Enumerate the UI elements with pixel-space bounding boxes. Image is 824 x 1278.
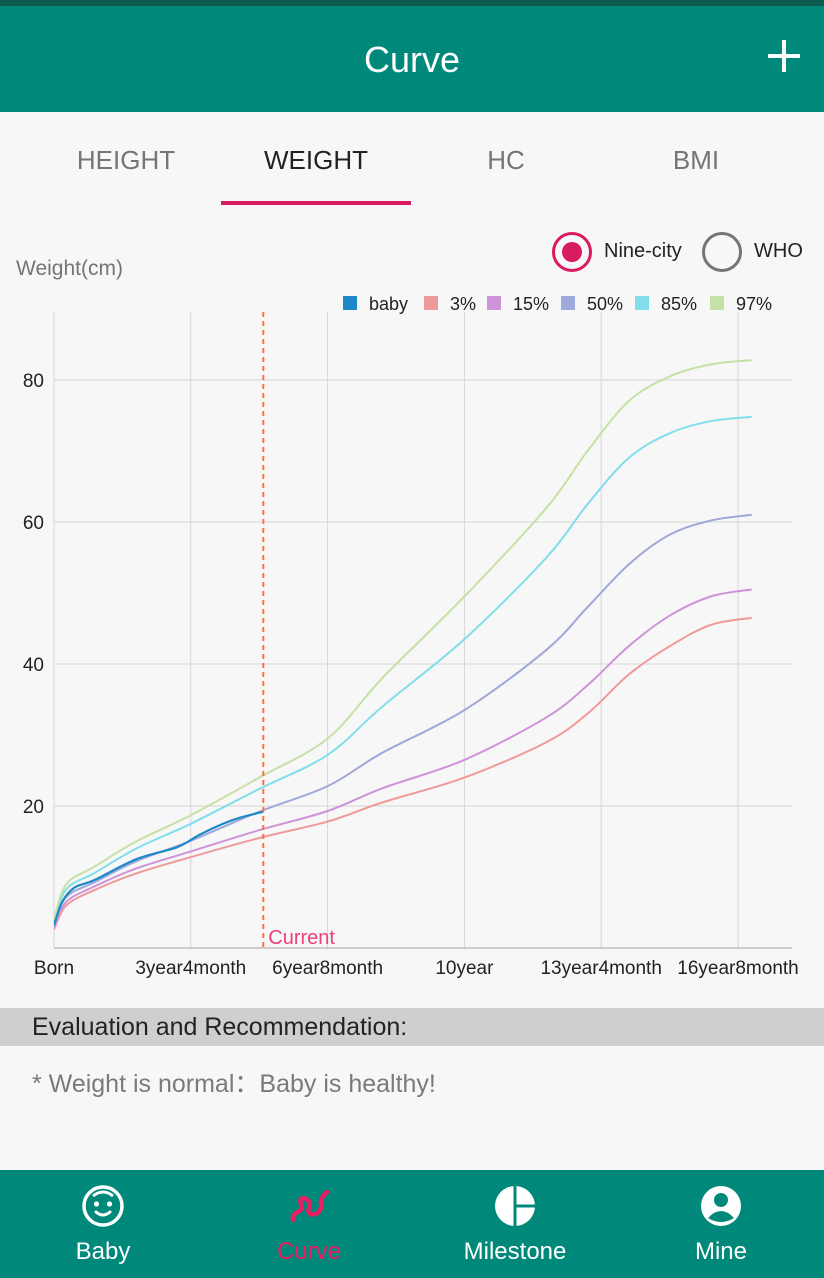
- curve-icon: [290, 1189, 330, 1223]
- series-line-50pct: [54, 513, 752, 926]
- radio-who[interactable]: WHO: [702, 230, 812, 274]
- x-tick-label: 10year: [435, 958, 494, 979]
- nav-label-curve: Curve: [276, 1238, 342, 1265]
- legend-label: 15%: [513, 294, 549, 314]
- tab-bar: HEIGHT WEIGHT HC BMI: [0, 112, 824, 208]
- evaluation-text: * Weight is normal：Baby is healthy!: [32, 1070, 436, 1098]
- y-tick-label: 60: [23, 513, 44, 534]
- x-tick-label: 13year4month: [540, 958, 661, 979]
- legend-label: 50%: [587, 294, 623, 314]
- person-icon: [701, 1186, 741, 1226]
- legend-label: 97%: [736, 294, 772, 314]
- nav-baby[interactable]: Baby: [0, 1170, 206, 1278]
- series-line-baby: [54, 810, 264, 926]
- bottom-nav: Baby Curve Milestone Mine: [0, 1170, 824, 1278]
- radio-checked-icon: [552, 232, 592, 272]
- status-strip: [0, 0, 824, 6]
- radio-label-nine-city: Nine-city: [604, 240, 682, 262]
- radio-label-who: WHO: [754, 240, 803, 262]
- x-tick-label: Born: [34, 958, 74, 979]
- radio-nine-city[interactable]: Nine-city: [552, 230, 702, 274]
- tab-indicator: [221, 201, 411, 205]
- growth-chart: Weight(cm) 20 40 60 80 Born 3year4month 6year8m…: [16, 257, 799, 979]
- milestone-icon: [495, 1185, 536, 1227]
- legend-swatch: [343, 296, 357, 310]
- legend-label: 85%: [661, 294, 697, 314]
- y-tick-label: 40: [23, 655, 44, 676]
- nav-milestone[interactable]: Milestone: [412, 1170, 618, 1278]
- y-axis-label: Weight(cm): [16, 257, 123, 280]
- evaluation-title: Evaluation and Recommendation:: [0, 1008, 824, 1046]
- x-tick-label: 6year8month: [272, 958, 383, 979]
- add-button[interactable]: [764, 36, 804, 76]
- nav-label-milestone: Milestone: [463, 1238, 567, 1265]
- legend-label: baby: [369, 294, 408, 314]
- y-tick-label: 80: [23, 371, 44, 392]
- legend-label: 3%: [450, 294, 476, 314]
- tab-bmi[interactable]: BMI: [672, 145, 720, 175]
- legend-swatch: [424, 296, 438, 310]
- x-tick-label: 3year4month: [135, 958, 246, 979]
- y-tick-label: 20: [23, 797, 44, 818]
- page-title: Curve: [363, 39, 461, 80]
- legend-swatch: [710, 296, 724, 310]
- current-marker-label: Current: [268, 927, 335, 949]
- tab-hc[interactable]: HC: [487, 145, 525, 175]
- legend-swatch: [635, 296, 649, 310]
- legend-swatch: [487, 296, 501, 310]
- radio-unchecked-icon: [702, 232, 742, 272]
- series-line-97pct: [54, 359, 752, 920]
- series-line-15pct: [54, 588, 752, 928]
- series-line-85pct: [54, 415, 752, 923]
- baby-face-icon: [82, 1185, 124, 1227]
- nav-mine[interactable]: Mine: [618, 1170, 824, 1278]
- tab-weight[interactable]: WEIGHT: [264, 145, 368, 175]
- legend-swatch: [561, 296, 575, 310]
- nav-label-baby: Baby: [75, 1238, 131, 1265]
- nav-label-mine: Mine: [694, 1238, 748, 1265]
- nav-curve[interactable]: Curve: [206, 1170, 412, 1278]
- x-tick-label: 16year8month: [677, 958, 798, 979]
- series-line-3pct: [54, 616, 752, 930]
- tab-height[interactable]: HEIGHT: [76, 145, 176, 175]
- app-header: Curve: [0, 6, 824, 112]
